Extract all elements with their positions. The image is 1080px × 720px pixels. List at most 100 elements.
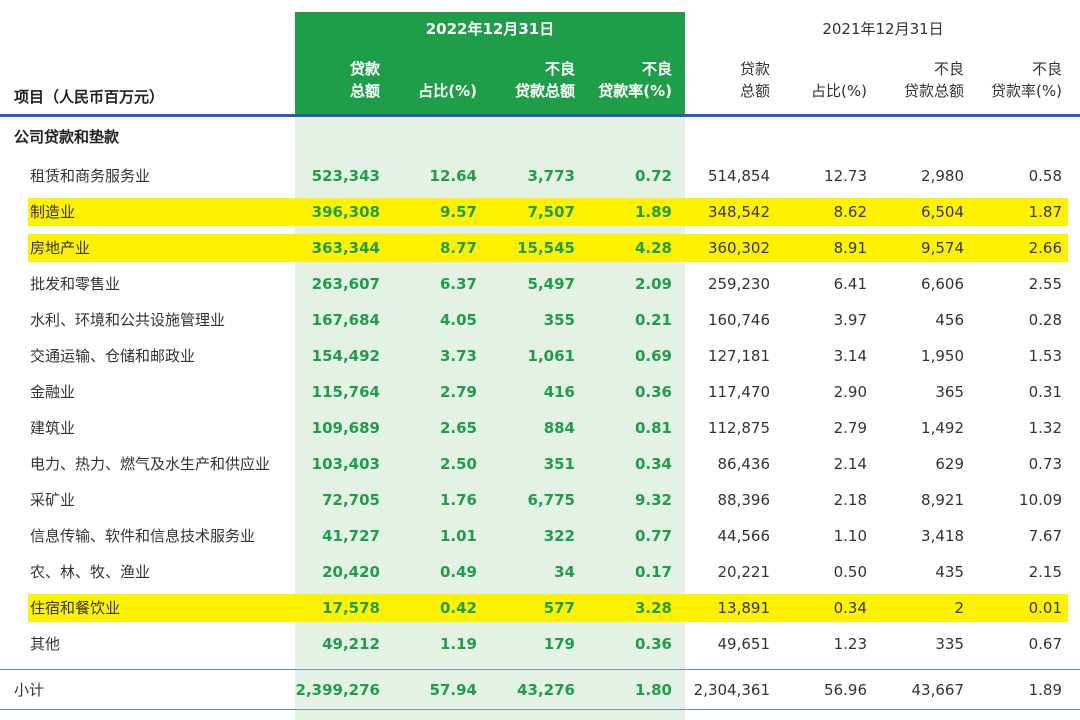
cell-share-2021: 2.14 [833,455,867,473]
year-2022-header-band [295,12,685,114]
row-highlight [28,594,1068,622]
cell-npl-total-2022: 34 [554,563,575,581]
table-row: 农、林、牧、渔业 20,420 0.49 34 0.17 20,221 0.50 435 2.1… [0,555,1080,589]
cell-npl-total-2021: 2 [954,599,964,617]
row-label: 房地产业 [30,239,91,257]
cell-loan-total-2021: 86,436 [717,455,771,473]
col-loan-total-2022-l2: 总额 [349,82,380,100]
cell-loan-total-2022: 396,308 [311,203,380,221]
cell-npl-total-2021: 6,504 [921,203,964,221]
cell-loan-total-2021: 20,221 [717,563,771,581]
cell-share-2022: 0.49 [439,563,477,581]
cell-npl-ratio-2021: 2.15 [1028,563,1062,581]
row-label: 农、林、牧、渔业 [30,563,151,581]
cell-loan-total-2021: 360,302 [707,239,770,257]
cell-npl-ratio-2021: 0.58 [1028,167,1062,185]
total-row: 小计 2,399,276 57.94 43,276 1.80 2,304,361… [0,673,1080,707]
col-npl-total-2021: 不良 贷款总额 [870,58,964,102]
cell-loan-total-2022: 167,684 [311,311,380,329]
cell-npl-ratio-2022: 1.89 [634,203,672,221]
cell-share-2022: 2.50 [439,455,477,473]
total-label: 小计 [14,681,45,699]
cell-npl-ratio-2022: 9.32 [634,491,672,509]
col-npl-ratio-2021: 不良 贷款率(%) [970,58,1062,102]
cell-npl-total-2022: 577 [543,599,575,617]
cell-loan-total-2021: 117,470 [707,383,770,401]
cell-npl-total-2021: 365 [935,383,964,401]
cell-loan-total-2021: 112,875 [707,419,770,437]
cell-share-2021: 12.73 [824,167,867,185]
cell-loan-total-2021: 44,566 [717,527,771,545]
cell-loan-total-2022: 72,705 [322,491,380,509]
cell-loan-total-2022: 49,212 [322,635,380,653]
table-row: 信息传输、软件和信息技术服务业 41,727 1.01 322 0.77 44,566 1.… [0,519,1080,553]
col-item-header: 项目（人民币百万元） [14,88,165,106]
row-label: 采矿业 [30,491,76,509]
cell-loan-total-2022: 154,492 [311,347,380,365]
cell-npl-total-2022: 179 [543,635,575,653]
cell-loan-total-2021: 49,651 [717,635,771,653]
table-row: 采矿业 72,705 1.76 6,775 9.32 88,396 2.18 8,921 10.… [0,483,1080,517]
cell-npl-total-2021: 9,574 [921,239,964,257]
cell-share-2022: 12.64 [429,167,477,185]
total-loan-2022: 2,399,276 [295,681,380,699]
cell-npl-total-2022: 3,773 [527,167,575,185]
table-row: 批发和零售业 263,607 6.37 5,497 2.09 259,230 6.41 6,6… [0,267,1080,301]
cell-loan-total-2021: 514,854 [707,167,770,185]
cell-share-2021: 1.10 [833,527,867,545]
col-npl-ratio-2021-l1: 不良 [1031,60,1062,78]
col-npl-total-2022-l2: 贷款总额 [514,82,575,100]
col-loan-total-2021-l1: 贷款 [739,60,770,78]
cell-npl-total-2022: 15,545 [517,239,575,257]
table-row: 水利、环境和公共设施管理业 167,684 4.05 355 0.21 160,746 3.… [0,303,1080,337]
cell-share-2021: 2.18 [833,491,867,509]
col-npl-ratio-2022: 不良 贷款率(%) [580,58,672,102]
cell-loan-total-2022: 41,727 [322,527,380,545]
total-bottom-rule [0,709,1080,710]
table-row: 建筑业 109,689 2.65 884 0.81 112,875 2.79 1,492 1.3… [0,411,1080,445]
table-row: 电力、热力、燃气及水生产和供应业 103,403 2.50 351 0.34 86,436… [0,447,1080,481]
cell-loan-total-2022: 263,607 [311,275,380,293]
cell-npl-total-2022: 6,775 [527,491,575,509]
row-label: 租赁和商务服务业 [30,167,151,185]
cell-npl-ratio-2021: 0.28 [1028,311,1062,329]
cell-npl-total-2022: 1,061 [527,347,575,365]
cell-loan-total-2022: 20,420 [322,563,380,581]
cell-npl-total-2021: 435 [935,563,964,581]
cell-npl-ratio-2022: 0.69 [634,347,672,365]
cell-npl-total-2022: 351 [543,455,575,473]
cell-npl-ratio-2021: 1.87 [1028,203,1062,221]
cell-npl-total-2021: 3,418 [921,527,964,545]
cell-npl-total-2021: 335 [935,635,964,653]
cell-loan-total-2022: 363,344 [311,239,380,257]
row-label: 批发和零售业 [30,275,121,293]
row-label: 交通运输、仓储和邮政业 [30,347,196,365]
cell-share-2021: 1.23 [833,635,867,653]
total-npl-ratio-2022: 1.80 [634,681,672,699]
cell-share-2022: 3.73 [439,347,477,365]
cell-share-2022: 6.37 [439,275,477,293]
cell-npl-total-2022: 7,507 [527,203,575,221]
cell-share-2022: 9.57 [439,203,477,221]
col-npl-total-2021-l1: 不良 [933,60,964,78]
cell-share-2021: 8.62 [833,203,867,221]
table-row: 其他 49,212 1.19 179 0.36 49,651 1.23 335 0.67 [0,627,1080,661]
cell-loan-total-2021: 160,746 [707,311,770,329]
cell-npl-ratio-2022: 0.81 [634,419,672,437]
cell-loan-total-2021: 127,181 [707,347,770,365]
cell-share-2022: 1.19 [439,635,477,653]
cell-npl-total-2021: 6,606 [921,275,964,293]
cell-loan-total-2021: 13,891 [717,599,771,617]
cell-npl-ratio-2021: 10.09 [1019,491,1062,509]
cell-npl-ratio-2021: 0.01 [1028,599,1062,617]
col-npl-ratio-2022-l2: 贷款率(%) [598,82,672,100]
cell-loan-total-2021: 259,230 [707,275,770,293]
cell-loan-total-2022: 109,689 [311,419,380,437]
cell-share-2022: 4.05 [439,311,477,329]
table-row: 制造业 396,308 9.57 7,507 1.89 348,542 8.62 6,504 1… [0,195,1080,229]
cell-npl-ratio-2022: 0.72 [634,167,672,185]
total-npl-ratio-2021: 1.89 [1028,681,1062,699]
total-npl-2022: 43,276 [517,681,575,699]
cell-loan-total-2021: 88,396 [717,491,771,509]
col-share-2022: 占比(%) [418,82,477,100]
